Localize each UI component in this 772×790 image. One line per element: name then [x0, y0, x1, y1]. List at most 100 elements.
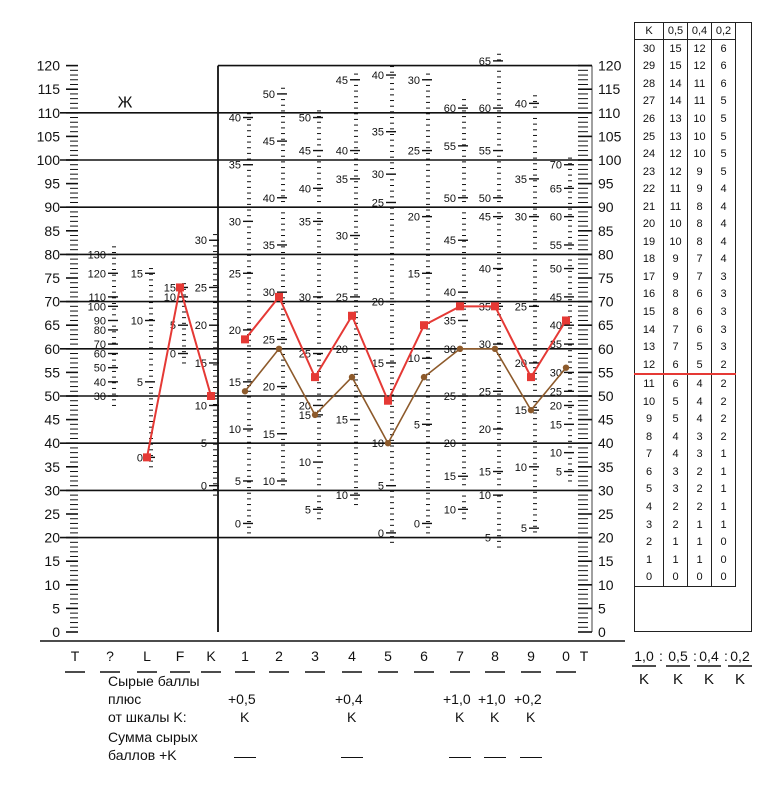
k-table-cell: 5	[634, 480, 664, 499]
k-table-cell: 3	[634, 515, 664, 534]
raw-scale-label: 10	[515, 462, 527, 474]
k-table-header-cell: 0,4	[687, 22, 712, 40]
raw-scale-label: 40	[336, 146, 348, 158]
k-table-cell: 10	[687, 110, 712, 128]
raw-scale-label: 40	[299, 183, 311, 195]
raw-scale-label: 20	[408, 212, 420, 224]
left-axis-label: 50	[44, 388, 60, 404]
data-point-brown	[348, 373, 356, 381]
k-table-row: 28 14 11 6	[634, 75, 736, 93]
raw-scale-label: 15	[336, 415, 348, 427]
x-axis-label: T	[580, 648, 589, 664]
raw-scale-label: 40	[229, 113, 241, 125]
sum-blank-line	[484, 757, 506, 758]
right-axis-label: 35	[598, 459, 614, 475]
k-table-cell: 3	[687, 445, 712, 464]
k-add-letter: K	[455, 709, 465, 725]
k-table-row: 14 7 6 3	[634, 320, 736, 339]
right-axis-label: 5	[598, 600, 606, 616]
k-table-cell: 4	[711, 197, 736, 216]
k-table-cell: 8	[634, 428, 664, 446]
raw-scale-label: 65	[550, 183, 562, 195]
raw-scale-label: 70	[550, 160, 562, 172]
raw-scale-label: 15	[229, 377, 241, 389]
raw-scale-label: 30	[229, 216, 241, 228]
k-table-row: 17 9 7 3	[634, 268, 736, 286]
k-table-cell: 4	[711, 250, 736, 269]
raw-scale-label: 40	[444, 287, 456, 299]
k-table-footer-ratio: 0,2	[730, 648, 750, 664]
k-table-cell: 2	[687, 463, 712, 481]
raw-scale-label: 40	[94, 377, 106, 389]
k-table-footer-k: K	[639, 671, 649, 688]
k-add-value: +0,5	[228, 691, 256, 707]
k-table-row: 30 15 12 6	[634, 39, 736, 58]
k-table-cell: 4	[687, 392, 712, 411]
sum-blank-line	[234, 757, 256, 758]
x-axis-label: T	[71, 648, 80, 664]
raw-scale-label: 15	[515, 405, 527, 417]
k-table-cell: 2	[634, 533, 664, 551]
right-axis-label: 110	[598, 105, 621, 121]
raw-scale-label: 25	[444, 391, 456, 403]
k-table-row: 29 15 12 6	[634, 57, 736, 76]
k-table-row: 12 6 5 2	[634, 355, 736, 375]
k-table-cell: 20	[634, 215, 664, 234]
k-table-cell: 19	[634, 233, 664, 251]
k-table-cell: 26	[634, 110, 664, 128]
raw-scale-label: 50	[263, 89, 275, 101]
raw-scale-label: 45	[444, 235, 456, 247]
raw-scale-label: 10	[336, 490, 348, 502]
k-table-cell: 6	[687, 320, 712, 339]
sum-raw-label: Сумма сырых	[108, 729, 198, 745]
k-add-letter: K	[240, 709, 250, 725]
raw-scale-label: 45	[479, 212, 491, 224]
raw-scale-label: 30	[550, 367, 562, 379]
k-add-value: +0,2	[514, 691, 542, 707]
raw-scale-label: 5	[305, 504, 311, 516]
right-axis-label: 100	[598, 152, 622, 168]
k-table-cell: 9	[687, 180, 712, 198]
raw-scale-label: 35	[299, 216, 311, 228]
left-axis-label: 10	[44, 577, 60, 593]
k-add-value: +1,0	[443, 691, 471, 707]
k-table-footer-k: K	[735, 671, 745, 688]
k-table-cell: 1	[634, 550, 664, 569]
k-table-cell: 29	[634, 57, 664, 76]
right-axis-label: 20	[598, 530, 614, 546]
k-table-cell: 1	[711, 463, 736, 481]
k-table-footer-ratio: 1,0	[634, 648, 654, 664]
raw-scale-label: 20	[444, 438, 456, 450]
right-axis-label: 55	[598, 364, 614, 380]
k-add-value: +0,4	[335, 691, 363, 707]
k-table-cell: 6	[634, 463, 664, 481]
raw-scale-label: 20	[195, 320, 207, 332]
left-axis-label: 60	[44, 341, 60, 357]
k-table-cell: 2	[687, 480, 712, 499]
k-table-cell: 3	[663, 480, 688, 499]
raw-scale-label: 35	[444, 315, 456, 327]
k-table-cell: 28	[634, 75, 664, 93]
right-axis-label: 120	[598, 58, 622, 74]
raw-scale-label: 55	[444, 141, 456, 153]
k-table-cell: 2	[711, 355, 736, 375]
raw-scale-label: 50	[479, 193, 491, 205]
raw-scale-label: 50	[299, 113, 311, 125]
k-table-cell: 1	[711, 445, 736, 464]
k-add-letter: K	[347, 709, 357, 725]
right-axis-label: 0	[598, 624, 606, 640]
raw-scale-label: 25	[263, 334, 275, 346]
k-table-cell: 3	[663, 463, 688, 481]
k-table-cell: 0	[663, 568, 688, 587]
data-point-red	[491, 302, 499, 311]
k-table-cell: 2	[711, 410, 736, 429]
k-table-cell: 10	[687, 127, 712, 146]
k-table-cell: 7	[687, 250, 712, 269]
raw-scale-label: 0	[201, 481, 207, 493]
raw-scale-label: 35	[336, 174, 348, 186]
k-table-cell: 1	[687, 515, 712, 534]
k-table-cell: 11	[687, 75, 712, 93]
raw-scale-label: 30	[444, 344, 456, 356]
